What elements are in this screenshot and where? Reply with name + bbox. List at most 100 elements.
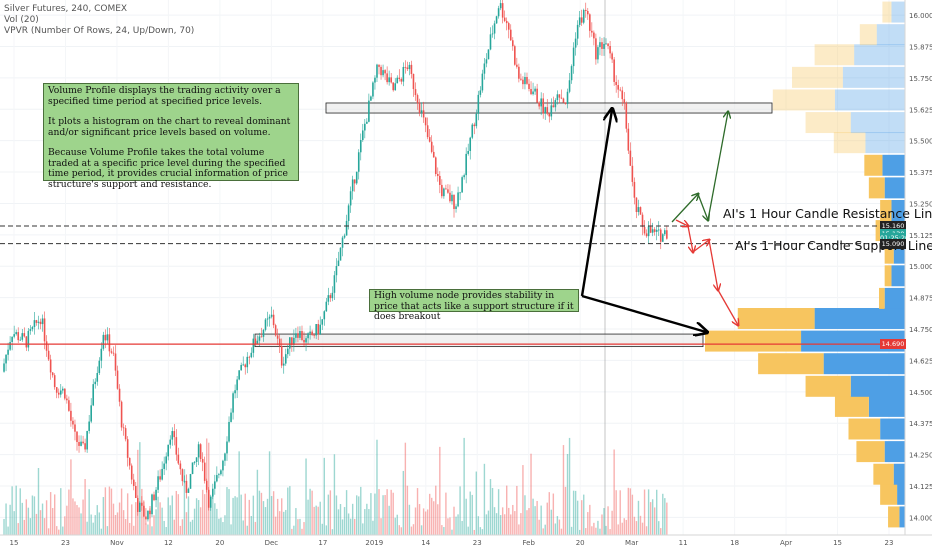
volume-bar bbox=[463, 437, 465, 535]
volume-bar bbox=[210, 498, 212, 535]
volume-bar bbox=[477, 516, 480, 535]
volume-bar bbox=[266, 498, 269, 535]
volume-bar bbox=[80, 513, 82, 535]
volume-bar bbox=[645, 526, 648, 535]
volume-bar bbox=[510, 514, 512, 535]
volume-bar bbox=[489, 479, 492, 535]
candle-body bbox=[366, 121, 368, 124]
candle-body bbox=[220, 470, 222, 475]
candle-body bbox=[345, 220, 348, 236]
candle-body bbox=[477, 94, 480, 114]
candle-body bbox=[122, 427, 125, 429]
volume-bar bbox=[485, 514, 488, 535]
volume-bar bbox=[27, 507, 30, 535]
candle-body bbox=[268, 316, 271, 319]
candle-body bbox=[145, 516, 147, 520]
volume-bar bbox=[242, 520, 244, 535]
volume-bar bbox=[102, 497, 105, 535]
x-tick-label: 23 bbox=[885, 539, 894, 547]
volume-bar bbox=[491, 487, 494, 535]
y-tick-label: 15.500 bbox=[909, 138, 932, 146]
candle-body bbox=[499, 3, 502, 9]
volume-bar bbox=[17, 523, 19, 535]
candle-body bbox=[570, 66, 573, 81]
y-tick-label: 14.875 bbox=[909, 295, 932, 303]
volume-bar bbox=[566, 453, 569, 535]
candle-body bbox=[118, 388, 121, 402]
candle-body bbox=[544, 107, 547, 114]
volume-bar bbox=[651, 499, 654, 535]
candle-body bbox=[305, 338, 307, 343]
volume-bar bbox=[116, 512, 119, 535]
candle-body bbox=[653, 229, 656, 232]
volume-bar bbox=[576, 500, 579, 535]
candlesticks bbox=[3, 0, 668, 525]
volume-bar bbox=[522, 465, 524, 535]
volume-bar bbox=[195, 498, 198, 535]
volume-bar bbox=[187, 496, 190, 535]
volume-bar bbox=[37, 467, 40, 535]
volume-bar bbox=[664, 498, 666, 535]
candle-body bbox=[207, 489, 210, 508]
candle-body bbox=[556, 94, 559, 101]
volume-bar bbox=[29, 518, 32, 535]
candle-body bbox=[353, 179, 356, 184]
candle-body bbox=[66, 398, 68, 401]
candle-body bbox=[520, 78, 522, 80]
volume-bar bbox=[512, 504, 514, 535]
volume-bar bbox=[92, 522, 94, 535]
candle-body bbox=[110, 351, 113, 353]
candle-body bbox=[177, 454, 180, 464]
candle-body bbox=[17, 332, 20, 341]
x-tick-label: 17 bbox=[318, 539, 327, 547]
candle-body bbox=[647, 226, 650, 237]
volume-bar bbox=[135, 502, 137, 535]
volume-bar bbox=[272, 491, 275, 535]
volume-bar bbox=[635, 521, 638, 535]
candle-body bbox=[278, 338, 281, 346]
volume-bar bbox=[291, 528, 293, 535]
volume-bar bbox=[179, 525, 182, 535]
volume-bar bbox=[589, 504, 591, 535]
candle-body bbox=[485, 59, 488, 64]
volume-bar bbox=[293, 525, 295, 535]
volume-bar bbox=[189, 521, 192, 535]
candle-body bbox=[62, 388, 64, 391]
candle-body bbox=[635, 197, 638, 213]
candle-body bbox=[307, 333, 309, 339]
candle-body bbox=[483, 63, 486, 74]
vp-down-bar bbox=[805, 112, 851, 134]
candle-body bbox=[412, 73, 415, 90]
y-tick-label: 15.000 bbox=[909, 263, 932, 271]
candle-body bbox=[313, 334, 315, 336]
volume-bar bbox=[366, 503, 368, 535]
candle-body bbox=[102, 334, 105, 349]
volume-bar bbox=[445, 492, 447, 535]
vp-up-bar bbox=[897, 483, 905, 505]
volume-bar bbox=[374, 493, 376, 535]
volume-bar bbox=[139, 442, 141, 535]
volume-bar bbox=[562, 445, 565, 535]
y-tick-label: 15.750 bbox=[909, 75, 932, 83]
volume-bar bbox=[406, 485, 409, 535]
volume-bar bbox=[147, 524, 149, 535]
volume-bar bbox=[499, 515, 502, 535]
volume-bar bbox=[23, 519, 25, 535]
candle-body bbox=[591, 30, 593, 33]
volume-bar bbox=[637, 500, 640, 535]
candle-body bbox=[130, 465, 133, 480]
candle-body bbox=[416, 95, 419, 103]
high-volume-node-note[interactable]: High volume node provides stability in p… bbox=[369, 289, 579, 322]
candle-body bbox=[43, 318, 46, 342]
volume-bar bbox=[392, 492, 394, 535]
candle-body bbox=[552, 105, 555, 108]
volume-profile-note[interactable]: Volume Profile displays the trading acti… bbox=[43, 83, 299, 189]
volume-bar bbox=[495, 513, 498, 535]
vp-down-bar bbox=[868, 177, 885, 199]
candle-body bbox=[264, 319, 267, 330]
candle-body bbox=[126, 439, 129, 458]
volume-bar bbox=[558, 519, 561, 535]
candle-body bbox=[155, 489, 157, 501]
candle-body bbox=[244, 364, 247, 368]
